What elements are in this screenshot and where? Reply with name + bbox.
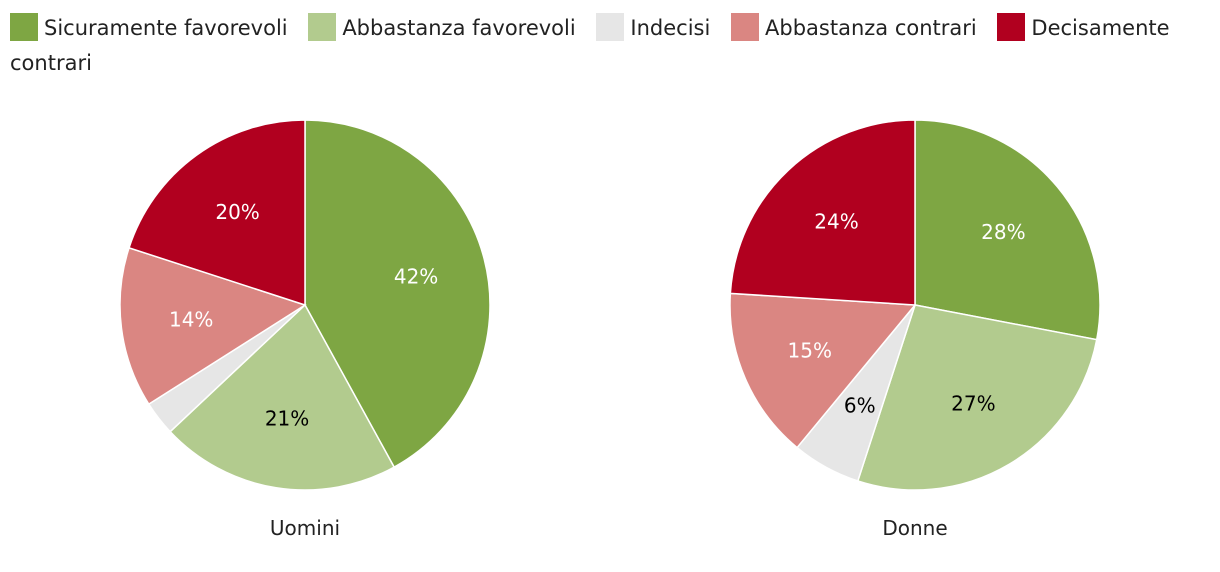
- legend-swatch: [997, 13, 1026, 41]
- legend-swatch: [731, 13, 759, 41]
- legend-item: Abbastanza contrari: [731, 13, 977, 41]
- slice-value-label: 27%: [951, 392, 995, 416]
- pie-slice: [729, 119, 916, 306]
- legend: Sicuramente favorevoli Abbastanza favore…: [10, 11, 1200, 81]
- pie-title: Uomini: [270, 516, 340, 540]
- legend-swatch: [10, 13, 38, 41]
- legend-item: Sicuramente favorevoli: [10, 13, 288, 41]
- pie-slice: [729, 292, 917, 449]
- pie-slice: [914, 119, 1101, 341]
- pie-slice: [169, 303, 396, 491]
- slice-value-label: 15%: [788, 339, 832, 363]
- pie-chart: 28% 27% 6% 15% 24% Donne: [729, 119, 1101, 540]
- legend-item: Abbastanza favorevoli: [308, 13, 576, 41]
- slice-value-label: 21%: [265, 406, 309, 430]
- pie-slice: [856, 304, 1098, 491]
- legend-swatch: [596, 13, 625, 41]
- legend-label: Abbastanza favorevoli: [342, 16, 576, 40]
- legend-label: Sicuramente favorevoli: [44, 16, 288, 40]
- legend-label: Indecisi: [630, 16, 711, 40]
- legend-label: Abbastanza contrari: [765, 16, 977, 40]
- pie-slice: [128, 119, 306, 307]
- slice-value-label: 20%: [215, 200, 259, 224]
- slice-value-label: 14%: [169, 307, 213, 331]
- slice-value-label: 24%: [814, 209, 858, 233]
- slice-value-label: 42%: [394, 264, 438, 288]
- pie-title: Donne: [882, 516, 947, 540]
- slice-value-label: 28%: [981, 220, 1025, 244]
- legend-swatch: [308, 13, 337, 41]
- legend-label: Decisamente contrari: [10, 16, 1170, 75]
- legend-item: Decisamente contrari: [10, 13, 1170, 75]
- slice-value-label: 6%: [844, 394, 876, 418]
- pie-slice: [304, 119, 491, 469]
- pie-slice: [119, 246, 307, 406]
- legend-item: Indecisi: [596, 13, 711, 41]
- pie-chart: 42% 21% 14% 20% Uomini: [119, 119, 491, 540]
